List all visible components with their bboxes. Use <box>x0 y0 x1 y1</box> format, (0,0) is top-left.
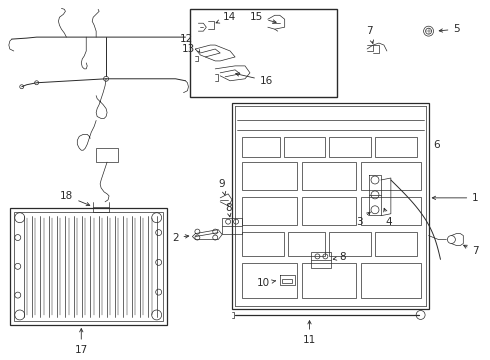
Bar <box>284 137 325 157</box>
Bar <box>312 252 331 268</box>
Text: 15: 15 <box>250 12 276 23</box>
Text: 11: 11 <box>303 321 316 345</box>
Text: 14: 14 <box>216 12 236 23</box>
Text: 12: 12 <box>180 34 194 44</box>
Bar <box>232 103 429 309</box>
Text: 18: 18 <box>60 191 90 206</box>
Bar <box>242 264 296 298</box>
Bar <box>222 218 242 234</box>
Text: 2: 2 <box>172 233 189 243</box>
Bar <box>329 231 371 256</box>
Bar <box>375 231 416 256</box>
Text: 16: 16 <box>236 73 273 86</box>
Bar <box>361 197 420 225</box>
Text: 4: 4 <box>384 208 392 227</box>
Bar <box>14 212 163 321</box>
Text: 9: 9 <box>219 179 226 195</box>
Text: 7: 7 <box>366 26 373 44</box>
Bar <box>288 231 325 256</box>
Bar <box>301 264 356 298</box>
Text: 13: 13 <box>182 44 196 54</box>
Bar <box>301 197 356 225</box>
Bar <box>96 148 118 162</box>
Bar <box>191 9 337 96</box>
Bar <box>242 197 296 225</box>
Text: 3: 3 <box>356 212 370 227</box>
Bar <box>329 137 371 157</box>
Bar <box>282 279 292 283</box>
Text: 10: 10 <box>257 278 275 288</box>
Bar <box>242 231 284 256</box>
Text: 7: 7 <box>464 245 479 256</box>
Bar <box>10 208 167 325</box>
Bar <box>242 137 280 157</box>
Text: 8: 8 <box>225 203 231 217</box>
Bar <box>301 162 356 190</box>
Bar <box>361 264 420 298</box>
Text: 5: 5 <box>439 24 460 34</box>
Bar <box>361 162 420 190</box>
Bar <box>242 162 296 190</box>
Text: 17: 17 <box>74 329 88 355</box>
Text: 8: 8 <box>333 252 346 262</box>
Bar <box>375 137 416 157</box>
Text: 6: 6 <box>434 140 440 150</box>
Text: 1: 1 <box>432 193 479 203</box>
